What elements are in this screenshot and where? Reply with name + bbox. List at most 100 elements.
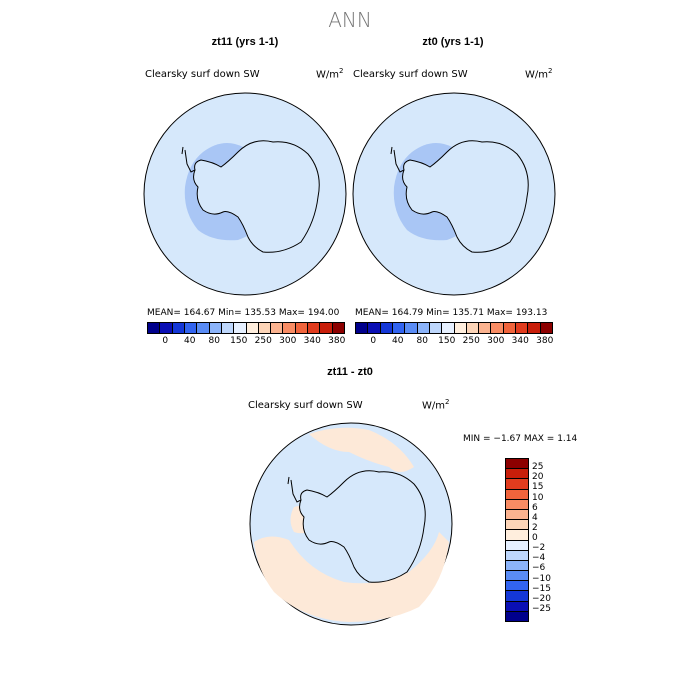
colorbar-swatch: [380, 323, 393, 333]
diff-positive-region-1: [309, 427, 414, 472]
diff-title: zt11 - zt0: [327, 366, 373, 378]
colorbar-tick-label: 380: [328, 336, 346, 346]
diff-colorbar-label: 0: [532, 533, 538, 543]
colorbar-tick-label: 250: [462, 336, 480, 346]
colorbar-swatch: [442, 323, 455, 333]
diff-colorbar-label: −4: [532, 553, 546, 564]
colorbar-swatch: [454, 323, 467, 333]
colorbar-tick-label: 340: [511, 336, 529, 346]
colorbar-swatch: [234, 323, 247, 333]
diff-colorbar-label: 10: [532, 492, 544, 503]
panel2-map: [352, 92, 556, 296]
colorbar-swatch: [491, 323, 504, 333]
panel2-title: zt0 (yrs 1-1): [422, 36, 484, 48]
diff-colorbar-swatch: [506, 611, 528, 621]
main-title: ANN: [328, 8, 372, 32]
panel1-stats: MEAN= 164.67 Min= 135.53 Max= 194.00: [147, 308, 340, 318]
diff-colorbar-swatch: [506, 489, 528, 500]
diff-map: [249, 422, 453, 626]
colorbar-tick-label: 0: [162, 336, 169, 346]
diff-colorbar-swatch: [506, 469, 528, 480]
panel2-colorbar: [355, 322, 553, 334]
colorbar-swatch: [283, 323, 296, 333]
diff-colorbar-label: −6: [532, 563, 546, 574]
colorbar-swatch: [184, 323, 198, 333]
colorbar-tick-label: 340: [303, 336, 321, 346]
colorbar-swatch: [466, 323, 480, 333]
diff-variable: Clearsky surf down SW: [248, 400, 363, 411]
panel1-map: [143, 92, 347, 296]
diff-colorbar-label: −20: [532, 593, 551, 604]
diff-colorbar-swatch: [506, 550, 528, 561]
diff-peninsula: [287, 476, 302, 503]
colorbar-swatch: [221, 323, 235, 333]
colorbar-swatch: [368, 323, 381, 333]
panel1-title: zt11 (yrs 1-1): [211, 36, 279, 48]
panel2-units: W/m2: [525, 67, 553, 81]
diff-colorbar-swatch: [506, 560, 528, 572]
diff-colorbar-label: 4: [532, 512, 538, 523]
diff-colorbar-label: 6: [532, 502, 538, 513]
colorbar-tick-label: 300: [487, 336, 505, 346]
colorbar-tick-label: 380: [536, 336, 554, 346]
panel2-variable: Clearsky surf down SW: [353, 69, 468, 80]
diff-colorbar: [505, 458, 529, 622]
colorbar-swatch: [503, 323, 517, 333]
colorbar-tick-label: 150: [230, 336, 248, 346]
diff-colorbar-swatch: [506, 540, 528, 551]
diff-colorbar-label: −10: [532, 573, 551, 584]
colorbar-tick-label: 40: [184, 336, 196, 346]
colorbar-tick-label: 300: [279, 336, 297, 346]
colorbar-swatch: [197, 323, 210, 333]
colorbar-swatch: [516, 323, 529, 333]
panel1-peninsula: [181, 146, 196, 173]
diff-colorbar-swatch: [506, 499, 528, 510]
diff-colorbar-swatch: [506, 591, 528, 602]
diff-colorbar-label: −25: [532, 603, 551, 614]
diff-colorbar-label: 15: [532, 482, 544, 493]
colorbar-swatch: [479, 323, 492, 333]
diff-colorbar-swatch: [506, 530, 528, 541]
diff-colorbar-label: −2: [532, 543, 546, 554]
panel1-variable: Clearsky surf down SW: [145, 69, 260, 80]
colorbar-tick-label: 80: [208, 336, 220, 346]
panel2-peninsula: [390, 146, 405, 173]
diff-stats: MIN = −1.67 MAX = 1.14: [463, 434, 578, 444]
diff-colorbar-label: −15: [532, 583, 551, 594]
panel1-units: W/m2: [316, 67, 344, 81]
diff-antarctica-outline: [299, 470, 426, 583]
panel1-colorbar: [147, 322, 345, 334]
colorbar-swatch: [308, 323, 321, 333]
diff-colorbar-label: 2: [532, 522, 538, 533]
colorbar-tick-label: 0: [370, 336, 377, 346]
diff-colorbar-swatch: [506, 459, 528, 470]
panel2-antarctica-outline: [402, 140, 529, 253]
diff-colorbar-label: 20: [532, 472, 544, 483]
colorbar-swatch: [405, 323, 418, 333]
colorbar-tick-label: 80: [416, 336, 428, 346]
colorbar-tick-label: 250: [254, 336, 272, 346]
diff-colorbar-label: 25: [532, 462, 544, 473]
colorbar-swatch: [332, 323, 344, 333]
diff-units: W/m2: [422, 398, 450, 412]
colorbar-swatch: [417, 323, 430, 333]
colorbar-swatch: [528, 323, 541, 333]
colorbar-swatch: [148, 323, 161, 333]
colorbar-swatch: [295, 323, 309, 333]
colorbar-swatch: [246, 323, 259, 333]
colorbar-swatch: [271, 323, 284, 333]
diff-colorbar-swatch: [506, 509, 528, 521]
diff-colorbar-swatch: [506, 479, 528, 490]
colorbar-swatch: [540, 323, 552, 333]
panel2-stats: MEAN= 164.79 Min= 135.71 Max= 193.13: [355, 308, 548, 318]
colorbar-swatch: [320, 323, 333, 333]
colorbar-swatch: [160, 323, 173, 333]
diff-positive-region-2: [254, 532, 449, 622]
colorbar-swatch: [209, 323, 222, 333]
panel1-antarctica-outline: [193, 140, 320, 253]
colorbar-tick-label: 150: [438, 336, 456, 346]
diff-colorbar-swatch: [506, 520, 528, 531]
colorbar-swatch: [172, 323, 185, 333]
diff-colorbar-swatch: [506, 601, 528, 612]
colorbar-swatch: [356, 323, 369, 333]
